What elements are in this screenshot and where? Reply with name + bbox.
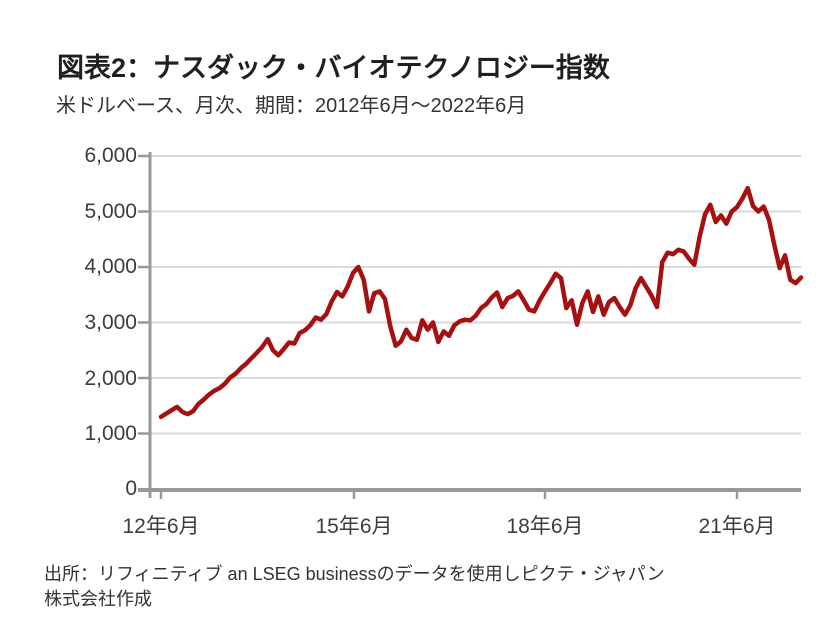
figure-title: 図表2：ナスダック・バイオテクノロジー指数 — [57, 53, 610, 83]
x-axis-tick-label: 21年6月 — [698, 515, 776, 538]
source-note-line2: 株式会社作成 — [44, 589, 152, 610]
x-axis-tick-label: 15年6月 — [315, 515, 393, 538]
y-axis-tick-label: 6,000 — [84, 144, 137, 167]
x-axis-tick-label: 18年6月 — [506, 515, 584, 538]
y-axis-tick-label: 2,000 — [84, 367, 137, 390]
y-axis-tick-label: 5,000 — [84, 200, 137, 223]
y-axis-tick-label: 0 — [125, 477, 137, 500]
source-note: 出所：リフィニティブ an LSEG businessのデータを使用しピクテ・ジ… — [44, 562, 784, 612]
y-axis-tick-label: 1,000 — [84, 422, 137, 445]
figure-subtitle: 米ドルベース、月次、期間：2012年6月～2022年6月 — [56, 95, 527, 117]
y-axis-tick-label: 4,000 — [84, 255, 137, 278]
y-axis-tick-label: 3,000 — [84, 311, 137, 334]
source-note-line1: 出所：リフィニティブ an LSEG businessのデータを使用しピクテ・ジ… — [44, 564, 665, 584]
index-line-series — [158, 185, 804, 420]
x-axis-tick-label: 12年6月 — [122, 515, 200, 538]
